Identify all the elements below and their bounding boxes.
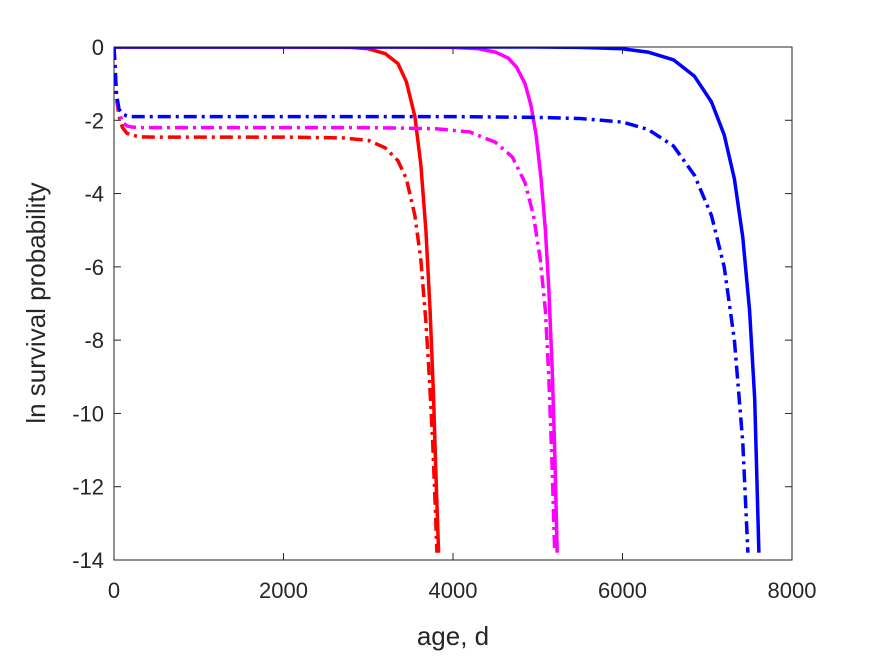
y-tick-label: -12 [72, 475, 104, 500]
y-tick-label: -2 [84, 108, 104, 133]
x-tick-label: 0 [108, 578, 120, 603]
x-tick-label: 8000 [768, 578, 817, 603]
x-tick-label: 6000 [598, 578, 647, 603]
y-tick-label: -14 [72, 548, 104, 573]
series-line-5-solid [114, 47, 761, 553]
series-line-6-dashdot [114, 47, 750, 553]
series-line-4-dashdot [114, 47, 557, 553]
y-tick-label: -8 [84, 328, 104, 353]
series-line-2-dashdot [114, 47, 439, 553]
x-tick-label: 2000 [259, 578, 308, 603]
series-line-3-solid [114, 47, 559, 553]
y-tick-label: -4 [84, 182, 104, 207]
y-tick-label: -10 [72, 401, 104, 426]
x-axis-title: age, d [417, 621, 489, 651]
series-layer [114, 47, 761, 553]
tick-labels: 0 2000 4000 6000 8000 -14 -12 -10 -8 -6 -4 -2 0 [72, 35, 816, 603]
y-tick-label: -6 [84, 255, 104, 280]
y-axis-title: ln survival probability [21, 182, 51, 423]
plot-area [113, 46, 793, 561]
x-tick-label: 4000 [429, 578, 478, 603]
y-tick-label: 0 [92, 35, 104, 60]
